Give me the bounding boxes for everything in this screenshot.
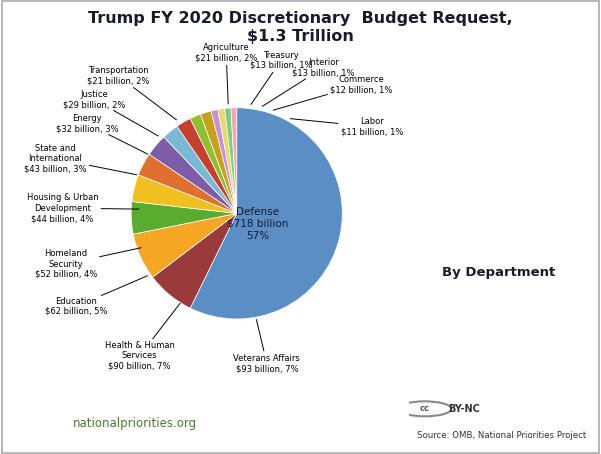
- Wedge shape: [132, 175, 237, 213]
- Wedge shape: [133, 213, 237, 277]
- Wedge shape: [191, 108, 343, 319]
- Text: By Department: By Department: [442, 266, 555, 279]
- Text: Homeland
Security
$52 billion, 4%: Homeland Security $52 billion, 4%: [34, 248, 141, 279]
- Text: nationalpriorities.org: nationalpriorities.org: [73, 417, 197, 429]
- Text: W: W: [8, 415, 29, 434]
- Wedge shape: [149, 137, 237, 213]
- Text: Energy
$32 billion, 3%: Energy $32 billion, 3%: [55, 114, 148, 154]
- Wedge shape: [164, 126, 237, 213]
- Wedge shape: [138, 154, 237, 213]
- Text: cc: cc: [419, 405, 430, 413]
- Text: Housing & Urban
Development
$44 billion, 4%: Housing & Urban Development $44 billion,…: [26, 193, 139, 223]
- Text: NATIONAL: NATIONAL: [33, 409, 69, 415]
- Wedge shape: [191, 114, 237, 213]
- Wedge shape: [131, 202, 237, 234]
- Text: BY-NC: BY-NC: [448, 404, 480, 414]
- Wedge shape: [225, 108, 237, 213]
- Wedge shape: [218, 109, 237, 213]
- Text: Trump FY 2020 Discretionary  Budget Request,
$1.3 Trillion: Trump FY 2020 Discretionary Budget Reque…: [88, 11, 513, 44]
- Text: Veterans Affairs
$93 billion, 7%: Veterans Affairs $93 billion, 7%: [233, 320, 300, 373]
- Text: Interior
$13 billion, 1%: Interior $13 billion, 1%: [262, 58, 355, 106]
- Text: State and
International
$43 billion, 3%: State and International $43 billion, 3%: [24, 143, 137, 175]
- Text: Labor
$11 billion, 1%: Labor $11 billion, 1%: [290, 117, 403, 137]
- Text: PROJECT: PROJECT: [36, 434, 66, 439]
- Text: Source: OMB, National Priorities Project: Source: OMB, National Priorities Project: [417, 431, 587, 440]
- Wedge shape: [177, 118, 237, 213]
- Text: Commerce
$12 billion, 1%: Commerce $12 billion, 1%: [273, 75, 392, 110]
- Wedge shape: [201, 111, 237, 213]
- Text: Transportation
$21 billion, 2%: Transportation $21 billion, 2%: [87, 66, 177, 120]
- Text: Treasury
$13 billion, 1%: Treasury $13 billion, 1%: [250, 50, 313, 104]
- Wedge shape: [211, 109, 237, 213]
- Text: PRIORITIES: PRIORITIES: [31, 421, 71, 427]
- Text: Education
$62 billion, 5%: Education $62 billion, 5%: [45, 276, 148, 316]
- Wedge shape: [153, 213, 237, 308]
- Text: Defense
$718 billion
57%: Defense $718 billion 57%: [227, 207, 288, 241]
- Text: Agriculture
$21 billion, 2%: Agriculture $21 billion, 2%: [195, 43, 257, 104]
- Text: Justice
$29 billion, 2%: Justice $29 billion, 2%: [63, 89, 158, 136]
- Text: Health & Human
Services
$90 billion, 7%: Health & Human Services $90 billion, 7%: [105, 303, 180, 371]
- Wedge shape: [231, 108, 237, 213]
